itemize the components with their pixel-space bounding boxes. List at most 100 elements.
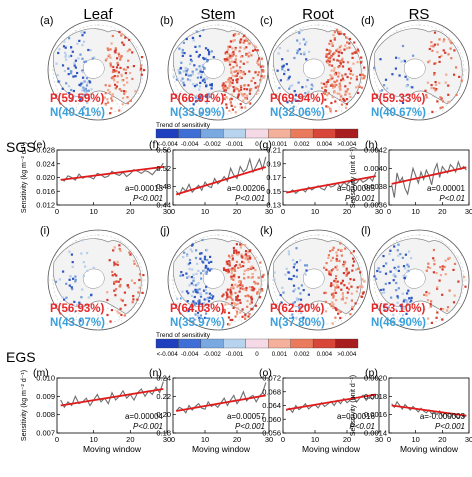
chart-panel: (g)0.130.150.170.190.210 10 20 30a=0.00085P… [259,139,383,216]
map-pixel-positive [237,32,240,36]
map-pixel-positive [245,37,248,40]
map-pixel-positive [126,50,129,53]
map-pixel-positive [433,263,436,266]
map-pixel-positive [240,255,243,258]
map-pixel-positive [234,315,237,318]
map-pixel-negative [392,279,395,282]
map-pixel-negative [284,273,287,276]
column-title-rs: RS [409,6,430,23]
map-pixel-positive [335,28,339,31]
map-pixel-positive [343,33,346,36]
map-pixel-positive [230,268,233,271]
map-pixel-positive [110,42,113,45]
map-pixel-positive [235,64,238,67]
map-pixel-positive [433,43,436,46]
map-pixel-positive [326,61,329,64]
map-pixel-positive [228,295,231,298]
map-pixel-positive [132,259,136,263]
map-pixel-positive [257,291,260,294]
colorbar-tick-label: <-0.004 [157,141,179,148]
map-pixel-negative [286,101,289,104]
map-pixel-positive [228,260,231,263]
map-pixel-negative [193,295,196,299]
y-tick-label: 0.010 [36,374,55,383]
map-pixel-positive [115,85,118,88]
map-pixel-positive [227,48,230,51]
map-pixel-positive [106,47,109,50]
map-pixel-positive [226,271,229,274]
map-pixel-negative [74,278,77,281]
map-pixel-positive [328,52,331,55]
map-pixel-positive [332,268,335,271]
map-pixel-positive [233,88,236,91]
map-pixel-negative [80,97,83,100]
map-pixel-negative [87,97,91,100]
map-pixel-positive [449,40,452,43]
map-pixel-positive [240,106,243,109]
chart-panel: (f)0.440.480.520.560 10 20 30a=0.00206P<0.0… [149,139,273,216]
map-pixel-positive [252,267,255,270]
plot-frame [388,149,470,206]
map-pixel-negative [203,79,206,82]
map-pixel-positive [111,76,114,79]
map-pixel-positive [126,284,129,287]
map-pixel-positive [109,48,112,51]
map-pixel-negative [81,57,84,60]
map-pixel-positive [350,285,353,288]
map-pixel-negative [198,34,202,38]
map-pixel-negative [385,262,388,265]
map-pixel-positive [446,309,449,312]
column-title-root: Root [302,6,335,23]
map-pixel-positive [439,96,442,99]
map-pixel-positive [321,86,324,89]
map-pixel-positive [122,68,125,71]
map-pixel-negative [302,316,305,319]
map-pixel-positive [338,46,341,49]
map-pixel-positive [235,249,238,252]
map-pixel-positive [103,96,106,99]
map-pixel-negative [182,41,185,44]
map-pixel-negative [194,313,197,316]
colorbar-tick-label: 0.004 [317,351,333,358]
map-pixel-positive [346,272,349,275]
panel-letter: (g) [259,139,272,151]
map-pixel-negative [80,31,83,34]
map-pixel-positive [439,106,442,110]
map-pixel-positive [442,307,445,311]
map-pixel-positive [121,33,124,36]
map-pixel-negative [381,292,384,295]
map-pixel-positive [248,42,251,45]
map-pixel-positive [438,81,441,85]
map-pixel-negative [196,283,199,286]
map-panel: (k)P(62.20%)N(37.80%) [260,225,369,331]
map-pixel-positive [242,70,245,73]
map-pixel-negative [208,95,211,98]
map-pixel-positive [237,69,240,72]
map-pixel-positive [430,84,433,87]
map-pixel-positive [340,282,343,285]
map-pixel-positive [339,61,342,65]
map-pixel-positive [245,289,248,292]
map-pixel-positive [436,311,439,314]
map-pixel-negative [188,99,191,102]
x-tick-label: 0 [387,435,391,444]
map-pixel-positive [111,274,114,277]
map-pixel-positive [244,315,247,318]
map-pixel-positive [118,31,121,34]
map-pixel-positive [234,283,237,286]
map-pixel-negative [81,70,85,73]
map-pixel-positive [126,81,129,84]
map-pixel-positive [232,306,235,310]
map-pixel-negative [394,268,397,271]
map-pixel-positive [121,97,125,100]
map-pixel-positive [244,97,247,100]
map-pixel-negative [77,57,80,60]
map-pixel-positive [360,86,363,89]
map-pixel-positive [248,70,251,73]
map-pixel-positive [360,56,363,59]
map-pixel-negative [286,78,289,81]
map-pixel-positive [329,84,332,87]
slope-annotation: a=0.00004 [125,412,164,421]
trend-line [391,404,467,417]
map-pixel-positive [119,66,122,69]
